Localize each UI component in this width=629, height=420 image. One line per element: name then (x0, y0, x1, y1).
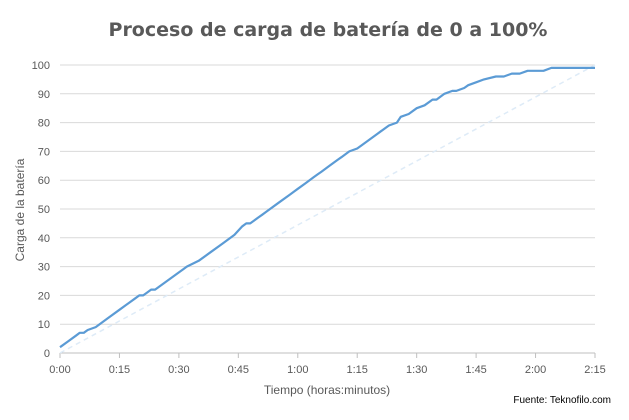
y-tick-0: 0 (44, 348, 50, 360)
y-axis-label: Carga de la batería (13, 158, 27, 261)
source-note: Fuente: Teknofilo.com (513, 395, 611, 406)
x-tick-6: 1:30 (406, 364, 427, 376)
y-tick-60: 60 (38, 175, 50, 187)
y-tick-20: 20 (38, 290, 50, 302)
reference-line (59, 64, 596, 354)
x-tick-5: 1:15 (347, 364, 368, 376)
y-tick-labels: 0 10 20 30 40 50 60 70 80 90 100 (32, 60, 50, 360)
x-axis-label: Tiempo (horas:minutos) (264, 383, 390, 397)
axes (59, 352, 596, 358)
x-tick-7: 1:45 (465, 364, 486, 376)
x-tick-9: 2:15 (584, 364, 605, 376)
y-tick-70: 70 (38, 146, 50, 158)
y-tick-10: 10 (38, 319, 50, 331)
x-tick-labels: 0:00 0:15 0:30 0:45 1:00 1:15 1:30 1:45 2:00 2:15 (49, 364, 605, 376)
series-group (59, 64, 596, 354)
y-tick-50: 50 (38, 204, 50, 216)
x-tick-4: 1:00 (287, 364, 308, 376)
chart-title: Proceso de carga de batería de 0 a 100% (109, 19, 548, 41)
x-tick-2: 0:30 (168, 364, 189, 376)
gridlines (60, 64, 595, 325)
x-tick-3: 0:45 (228, 364, 249, 376)
y-tick-40: 40 (38, 233, 50, 245)
y-tick-80: 80 (38, 118, 50, 130)
y-tick-30: 30 (38, 262, 50, 274)
y-tick-90: 90 (38, 89, 50, 101)
x-tick-8: 2:00 (525, 364, 546, 376)
charge-line (59, 66, 595, 349)
x-tick-1: 0:15 (109, 364, 130, 376)
x-tick-0: 0:00 (49, 364, 70, 376)
y-tick-100: 100 (32, 60, 50, 72)
